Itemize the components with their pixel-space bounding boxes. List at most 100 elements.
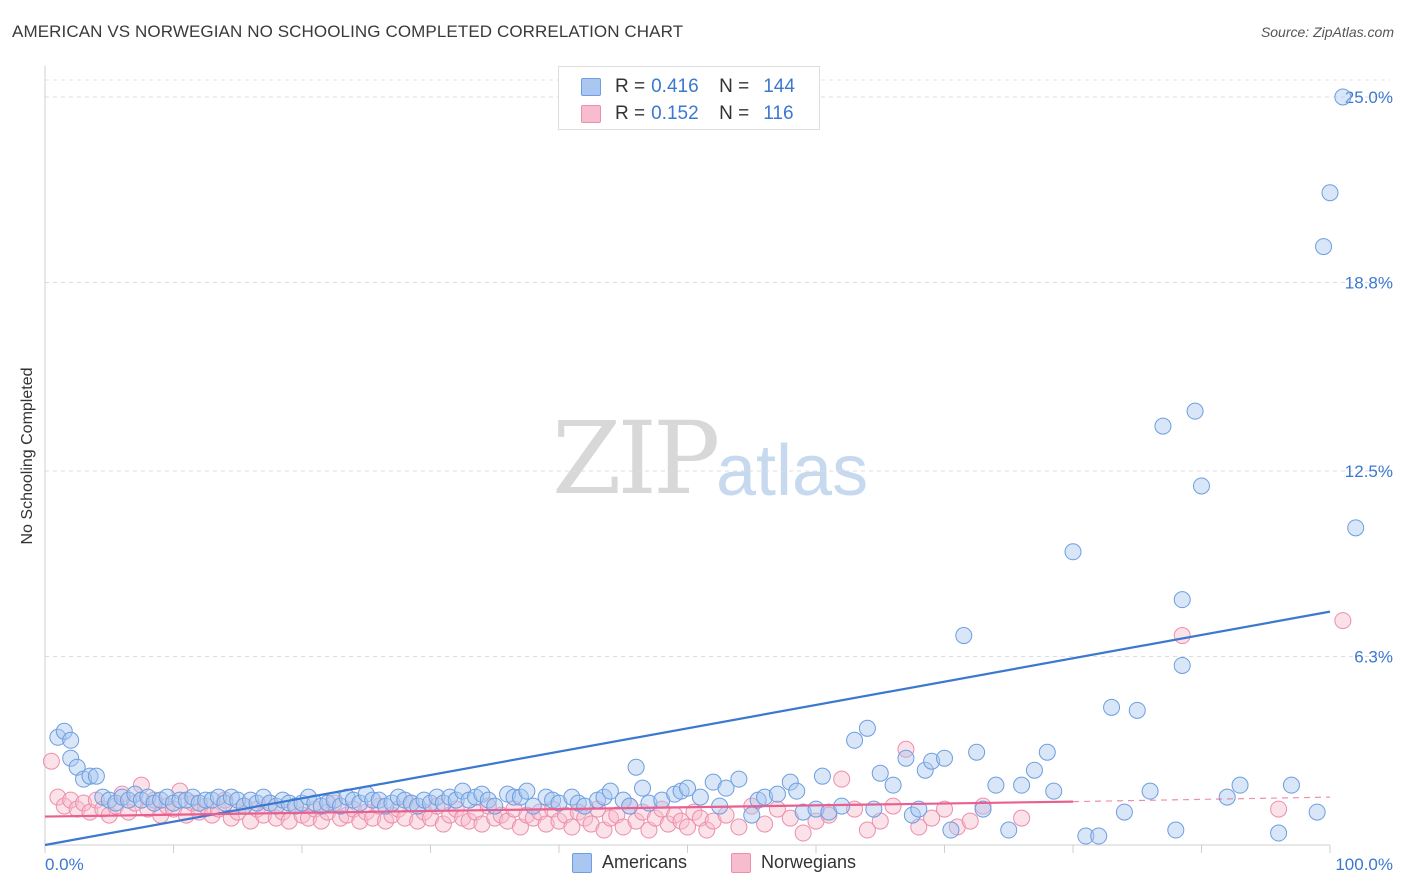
americans-point: [1231, 776, 1249, 794]
norwegians-point: [858, 821, 876, 839]
legend-row-norwegians: R = 0.152 N = 116: [581, 102, 794, 126]
americans-point: [1013, 776, 1031, 794]
norwegians-point: [1173, 627, 1191, 645]
legend-item-americans[interactable]: Americans: [572, 852, 687, 873]
americans-point: [1141, 782, 1159, 800]
norwegians-point: [1334, 612, 1352, 630]
norwegians-point: [576, 809, 594, 827]
americans-point: [563, 788, 581, 806]
americans-point: [794, 803, 812, 821]
r-value: 0.416: [651, 76, 699, 97]
americans-point: [518, 782, 536, 800]
legend-label: Norwegians: [761, 852, 857, 872]
americans-point: [768, 785, 786, 803]
norwegians-point: [377, 812, 395, 830]
norwegians-point: [55, 797, 73, 815]
n-value: 116: [763, 103, 794, 124]
americans-point: [691, 788, 709, 806]
n-value: 144: [763, 76, 795, 97]
americans-point: [1308, 803, 1326, 821]
norwegians-point: [679, 818, 696, 836]
americans-point: [1193, 477, 1210, 495]
series-legend: Americans Norwegians: [0, 852, 1406, 876]
americans-point: [87, 767, 105, 785]
r-label: R =: [615, 103, 646, 124]
americans-point: [216, 794, 234, 812]
norwegians-point: [936, 800, 953, 818]
americans-point: [1090, 827, 1108, 845]
americans-point: [197, 791, 215, 809]
americans-point: [858, 719, 876, 737]
legend-label: Americans: [602, 852, 688, 872]
americans-point: [743, 806, 761, 824]
americans-point: [788, 782, 806, 800]
norwegians-point: [409, 812, 427, 830]
americans-point: [1000, 821, 1018, 839]
source-credit: Source: ZipAtlas.com: [1260, 24, 1394, 40]
norwegians-point: [897, 740, 915, 758]
americans-point: [884, 776, 902, 794]
americans-point: [601, 782, 619, 800]
americans-point: [1270, 824, 1288, 842]
x-tick-label: 100.0%: [1335, 855, 1393, 874]
americans-point: [916, 761, 934, 779]
americans-point: [62, 749, 80, 767]
americans-point: [621, 797, 639, 815]
americans-point: [158, 788, 176, 806]
americans-point: [126, 785, 144, 803]
norwegians-point: [396, 809, 414, 827]
americans-point: [1321, 184, 1339, 202]
americans-point: [229, 791, 247, 809]
americans-point: [49, 728, 67, 746]
norwegians-trendline-extension: [1072, 796, 1331, 803]
norwegians-point: [730, 818, 748, 836]
americans-point: [1115, 803, 1133, 821]
americans-point: [595, 788, 613, 806]
americans-point: [974, 800, 992, 818]
americans-swatch: [581, 78, 601, 96]
americans-point: [209, 788, 227, 806]
americans-point: [55, 722, 73, 740]
americans-point: [955, 627, 973, 645]
x-tick-label: 0.0%: [45, 855, 84, 874]
americans-point: [987, 776, 1005, 794]
americans-point: [846, 731, 864, 749]
americans-point: [910, 800, 928, 818]
americans-point: [479, 791, 497, 809]
americans-point: [1167, 821, 1185, 839]
americans-point: [968, 743, 986, 761]
y-tick-label: 18.8%: [1345, 274, 1393, 293]
americans-point: [511, 788, 529, 806]
americans-point: [1045, 782, 1063, 800]
americans-point: [184, 788, 202, 806]
norwegians-swatch: [581, 105, 601, 123]
americans-point: [1173, 591, 1191, 609]
americans-point: [171, 791, 189, 809]
norwegians-point: [460, 812, 478, 830]
americans-point: [1103, 698, 1121, 716]
americans-point: [679, 779, 696, 797]
americans-point: [942, 821, 960, 839]
americans-point: [923, 752, 941, 770]
americans-point: [1173, 656, 1191, 674]
americans-point: [1128, 701, 1146, 719]
americans-point: [139, 788, 157, 806]
norwegians-point: [370, 797, 388, 815]
norwegians-point: [884, 797, 902, 815]
americans-point: [62, 731, 80, 749]
norwegians-point: [537, 815, 555, 833]
chart-title: AMERICAN VS NORWEGIAN NO SCHOOLING COMPL…: [12, 22, 684, 41]
americans-point: [1038, 743, 1056, 761]
watermark-zip: ZIP: [552, 400, 720, 517]
norwegians-point: [1013, 809, 1031, 827]
americans-trendline: [44, 610, 1331, 847]
americans-swatch: [572, 852, 592, 873]
americans-point: [1315, 238, 1333, 256]
norwegians-point: [659, 815, 677, 833]
legend-item-norwegians[interactable]: Norwegians: [731, 852, 856, 873]
norwegians-point: [833, 770, 851, 788]
americans-point: [897, 749, 915, 767]
norwegians-point: [49, 788, 67, 806]
n-label: N =: [719, 76, 750, 97]
norwegians-swatch: [731, 852, 751, 873]
